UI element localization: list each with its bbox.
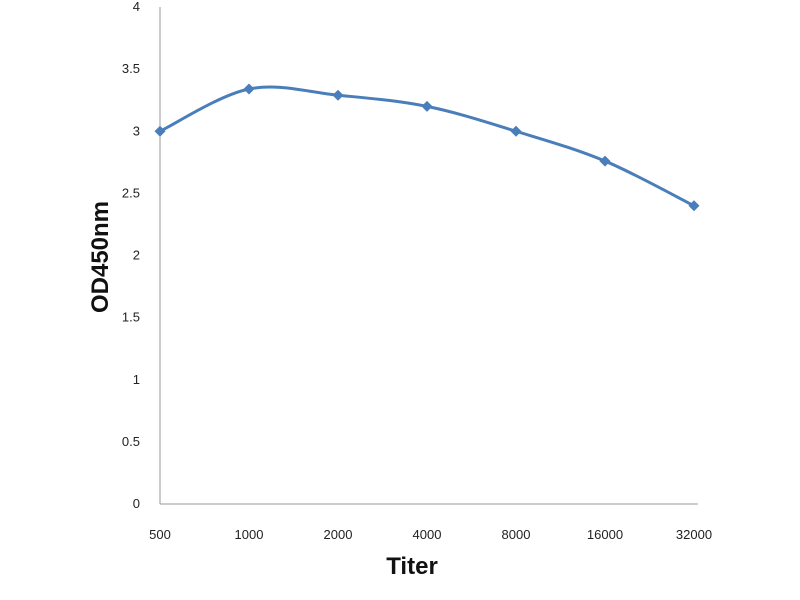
x-tick-labels: 500 1000 2000 4000 8000 16000 32000 [149,527,712,542]
data-point-marker [154,125,166,137]
data-point-marker [332,89,344,101]
y-tick-label: 1 [133,372,140,387]
y-tick-label: 3 [133,123,140,138]
x-tick-label: 4000 [413,527,442,542]
y-tick-label: 2 [133,248,140,263]
data-point-marker [510,125,522,137]
y-tick-label: 2.5 [122,185,140,200]
x-tick-label: 2000 [324,527,353,542]
x-tick-label: 1000 [235,527,264,542]
y-tick-label: 4 [133,0,140,14]
x-tick-label: 16000 [587,527,623,542]
data-point-marker [243,83,255,95]
y-axis-title: OD450nm [87,201,114,313]
x-tick-label: 500 [149,527,171,542]
x-tick-label: 32000 [676,527,712,542]
y-tick-label: 0.5 [122,434,140,449]
y-tick-label: 0 [133,496,140,511]
data-point-marker [599,155,611,167]
data-points [154,83,700,212]
x-axis-title: Titer [386,553,438,580]
y-tick-labels: 0 0.5 1 1.5 2 2.5 3 3.5 4 [122,0,140,511]
y-tick-label: 3.5 [122,61,140,76]
y-tick-label: 1.5 [122,310,140,325]
data-point-marker [688,200,700,212]
data-point-marker [421,100,433,112]
x-tick-label: 8000 [502,527,531,542]
